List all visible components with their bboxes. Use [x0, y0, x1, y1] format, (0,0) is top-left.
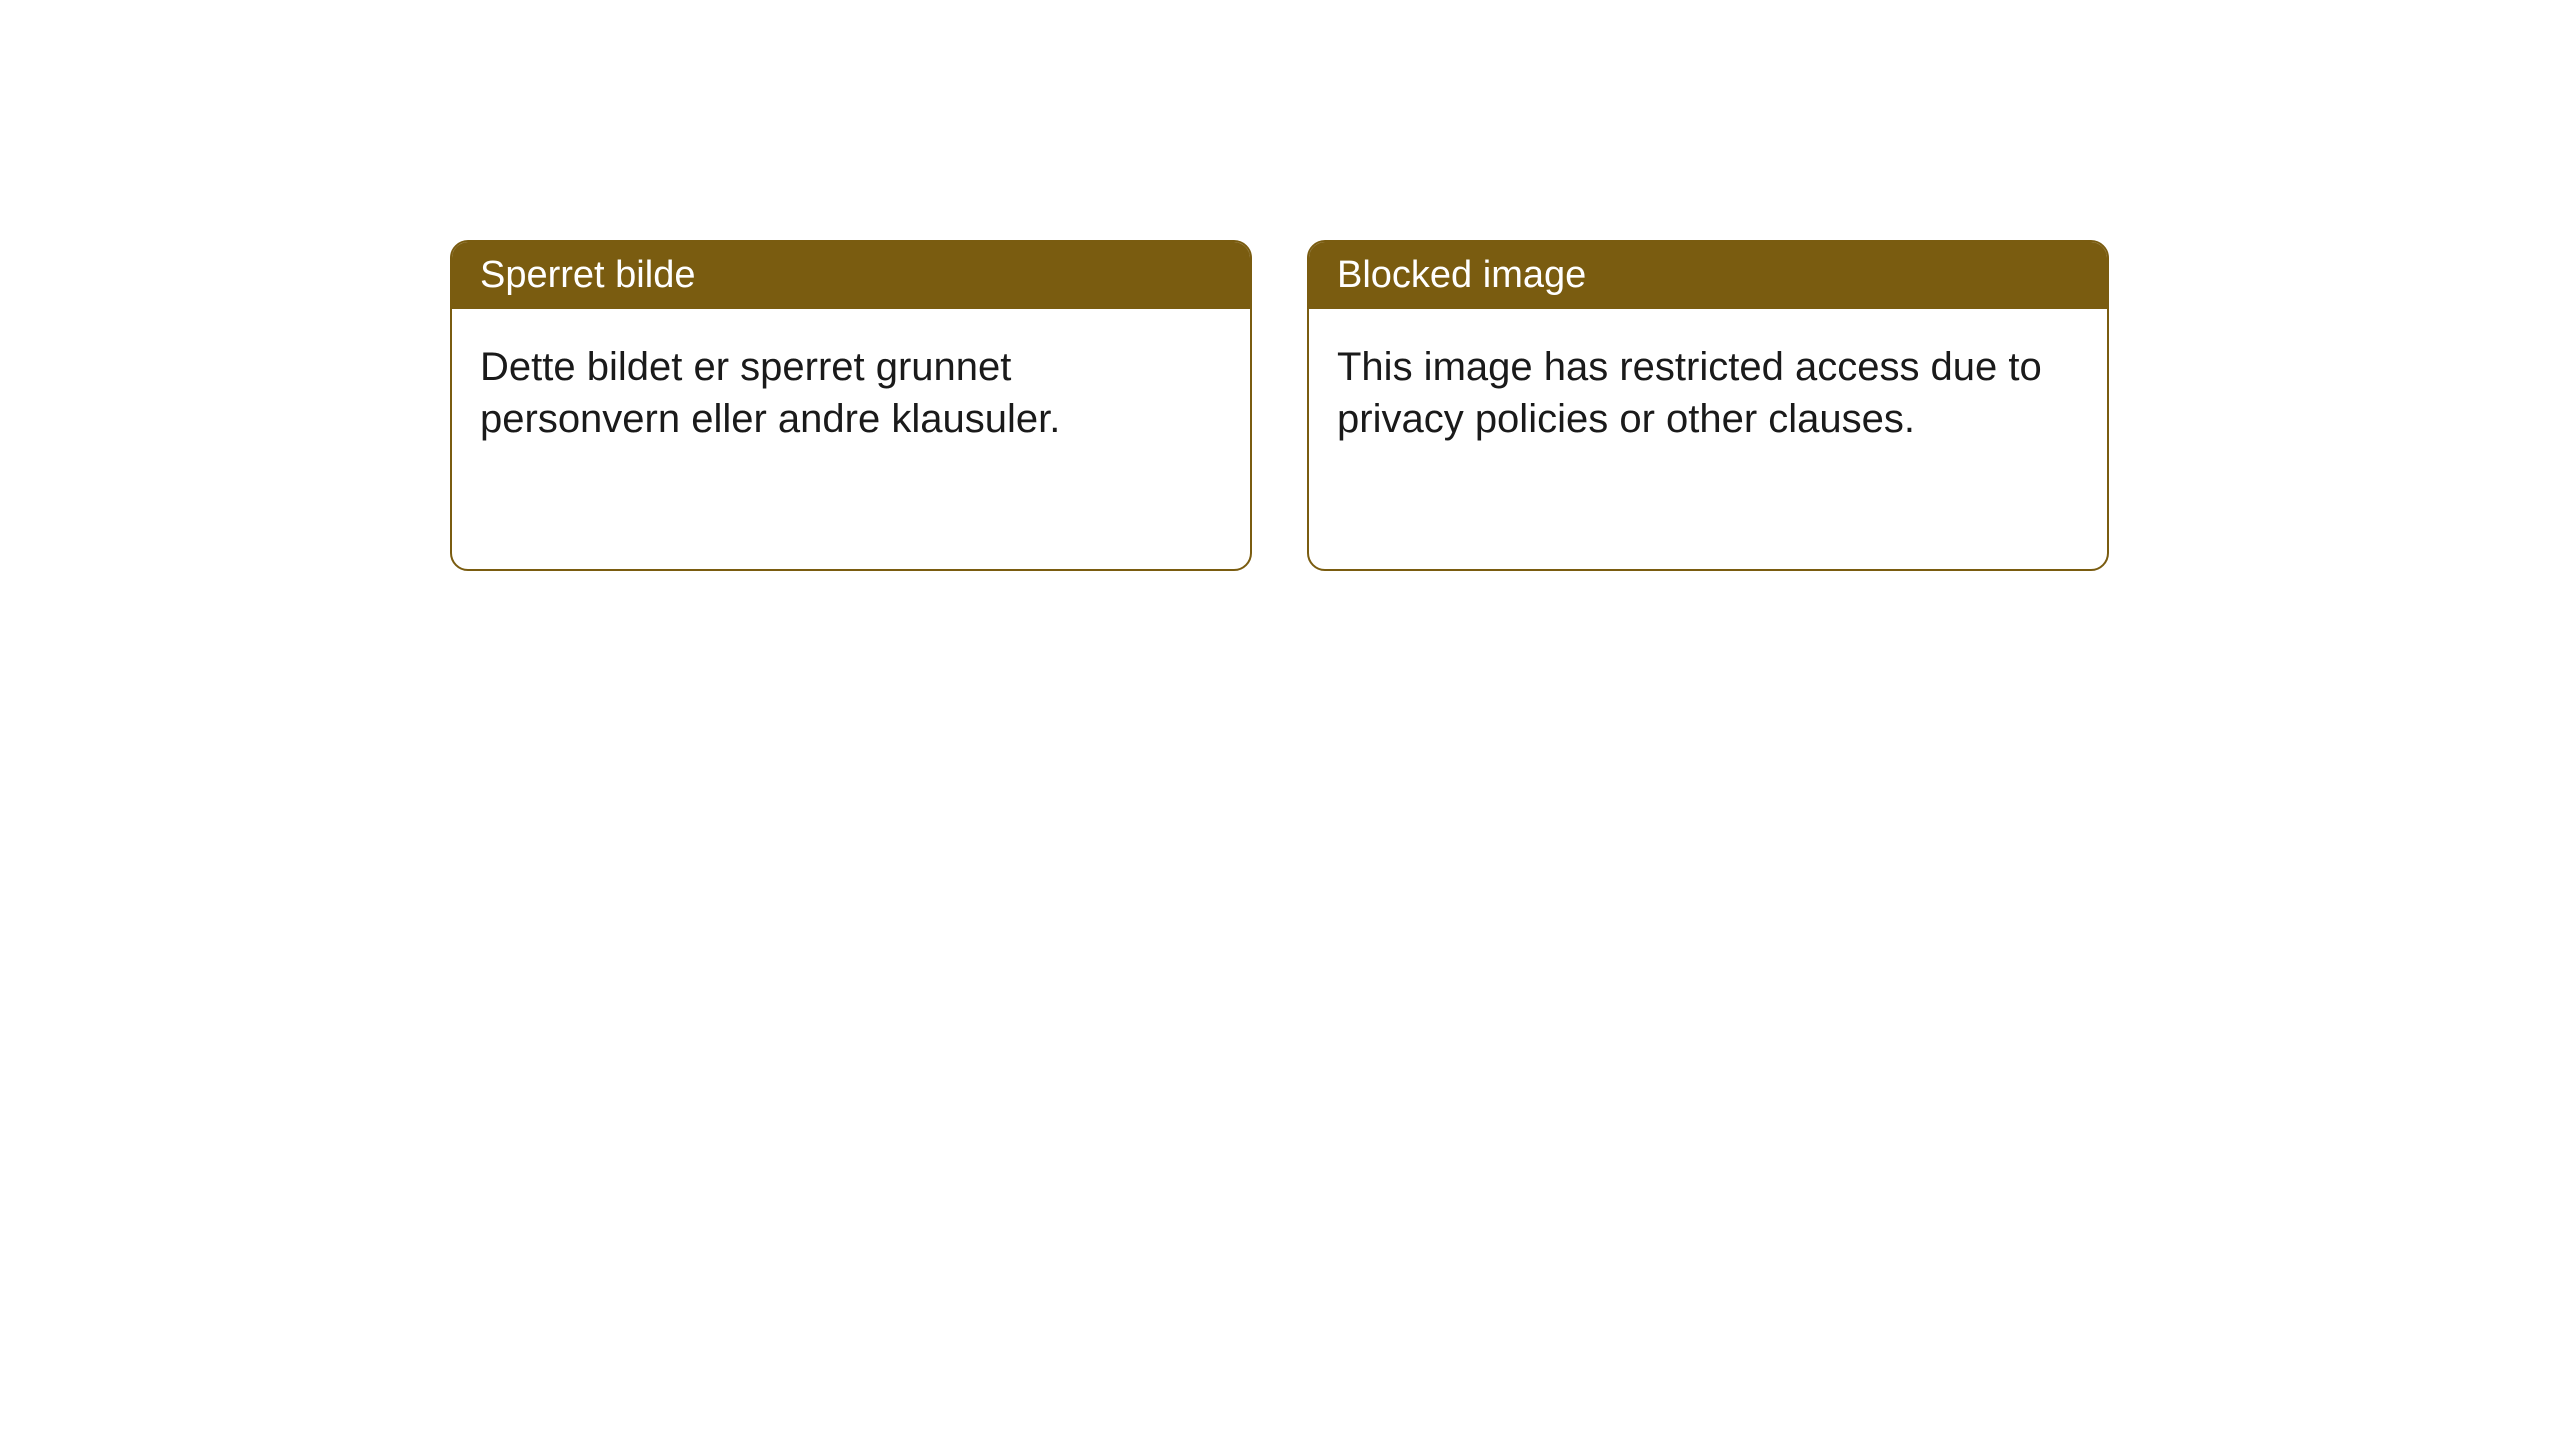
notice-container: Sperret bilde Dette bildet er sperret gr… [0, 0, 2560, 571]
notice-header-en: Blocked image [1309, 242, 2107, 309]
notice-card-no: Sperret bilde Dette bildet er sperret gr… [450, 240, 1252, 571]
notice-body-en: This image has restricted access due to … [1309, 309, 2107, 569]
notice-header-no: Sperret bilde [452, 242, 1250, 309]
notice-card-en: Blocked image This image has restricted … [1307, 240, 2109, 571]
notice-body-no: Dette bildet er sperret grunnet personve… [452, 309, 1250, 569]
